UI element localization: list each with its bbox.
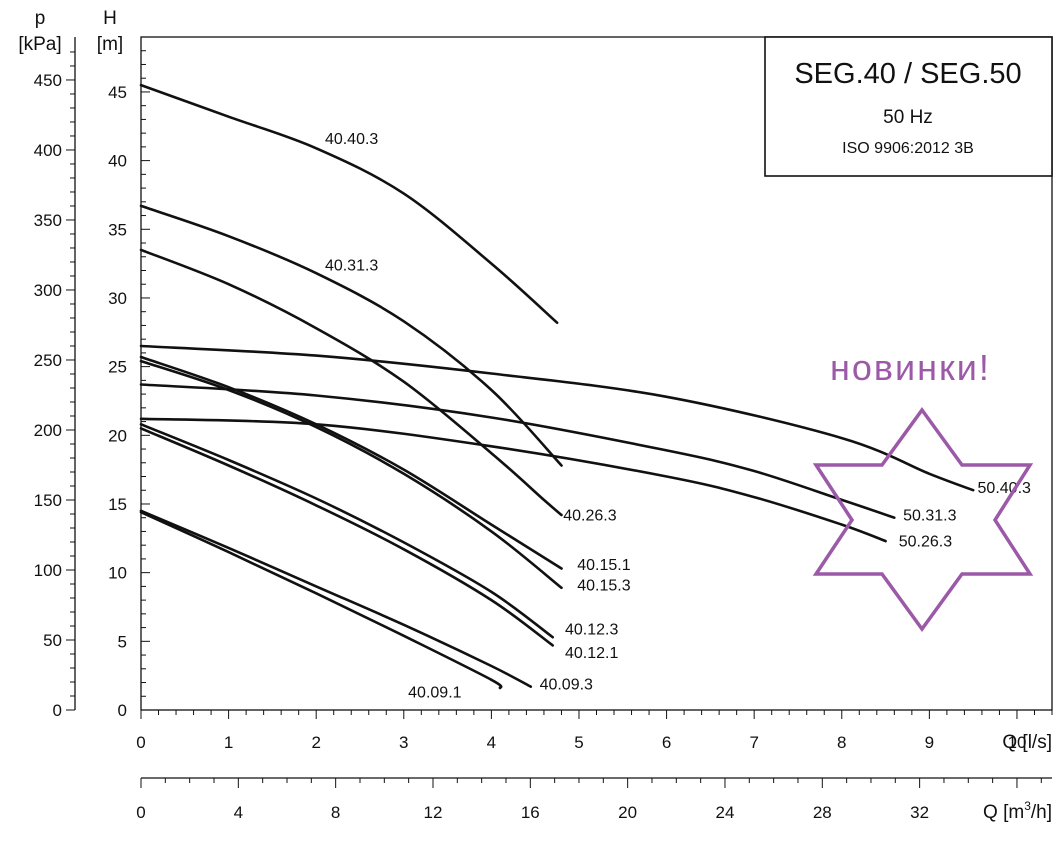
curve-50.26.3 — [139, 417, 887, 543]
curve-label-50.40.3: 50.40.3 — [978, 480, 1031, 497]
curve-label-40.31.3: 40.31.3 — [325, 257, 378, 274]
new-items-label: новинки! — [830, 347, 991, 388]
star-icon — [812, 407, 1034, 632]
flow-ls-tick-label: 7 — [749, 733, 758, 752]
curve-40.26.3 — [139, 248, 563, 517]
new-items-badge: новинки! — [812, 347, 1034, 632]
pressure-tick-label: 400 — [34, 141, 62, 160]
axis-ticks: 0510152025303540450501001502002503003504… — [34, 50, 1053, 822]
flow-ls-tick-label: 4 — [487, 733, 496, 752]
curve-label-50.31.3: 50.31.3 — [903, 507, 956, 524]
pressure-axis-symbol: p — [35, 8, 46, 29]
flow-ls-tick-label: 1 — [224, 733, 233, 752]
head-tick-label: 15 — [108, 495, 127, 514]
curve-40.40.3 — [139, 83, 559, 324]
flow-m3h-tick-label: 12 — [424, 803, 443, 822]
flow-m3h-tick-label: 16 — [521, 803, 540, 822]
head-tick-label: 45 — [108, 83, 127, 102]
flow-m3h-tick-label: 8 — [331, 803, 340, 822]
curve-40.09.1 — [139, 510, 503, 690]
flow-ls-tick-label: 2 — [311, 733, 320, 752]
flow-ls-tick-label: 8 — [837, 733, 846, 752]
curve-label-50.26.3: 50.26.3 — [899, 534, 952, 551]
curve-label-40.26.3: 40.26.3 — [563, 507, 616, 524]
head-tick-label: 10 — [108, 564, 127, 583]
title-box: SEG.40 / SEG.50 50 Hz ISO 9906:2012 3B — [764, 36, 1053, 177]
pressure-tick-label: 300 — [34, 281, 62, 300]
head-tick-label: 40 — [108, 152, 127, 171]
curve-40.15.3 — [139, 359, 563, 590]
flow-ls-tick-label: 0 — [136, 733, 145, 752]
flow-ls-axis-label: Q [l/s] — [1002, 732, 1052, 753]
curve-label-40.12.1: 40.12.1 — [565, 645, 618, 662]
curve-40.12.3 — [139, 423, 554, 639]
head-tick-label: 35 — [108, 220, 127, 239]
curve-40.31.3 — [139, 204, 563, 467]
curve-40.09.3 — [139, 509, 533, 688]
flow-m3h-tick-label: 28 — [813, 803, 832, 822]
curve-label-40.09.1: 40.09.1 — [408, 685, 461, 702]
pressure-tick-label: 0 — [53, 701, 62, 720]
curve-label-40.15.1: 40.15.1 — [577, 557, 630, 574]
curve-40.12.1 — [139, 427, 554, 647]
curve-label-40.40.3: 40.40.3 — [325, 131, 378, 148]
flow-m3h-tick-label: 32 — [910, 803, 929, 822]
flow-m3h-tick-label: 24 — [716, 803, 735, 822]
flow-m3h-tick-label: 4 — [234, 803, 243, 822]
flow-ls-tick-label: 9 — [925, 733, 934, 752]
flow-ls-tick-label: 5 — [574, 733, 583, 752]
pressure-tick-label: 350 — [34, 211, 62, 230]
pressure-tick-label: 100 — [34, 561, 62, 580]
curve-40.15.1 — [139, 355, 563, 570]
head-tick-label: 5 — [118, 632, 127, 651]
curve-label-40.09.3: 40.09.3 — [540, 676, 593, 693]
head-axis-symbol: H — [103, 8, 117, 29]
curve-label-40.15.3: 40.15.3 — [577, 578, 630, 595]
pump-curves: 40.40.3 40.31.3 40.26.3 40.15.1 40.15.3 40.12… — [139, 83, 1031, 702]
chart-title: SEG.40 / SEG.50 — [794, 58, 1021, 90]
pressure-tick-label: 200 — [34, 421, 62, 440]
head-tick-label: 0 — [118, 701, 127, 720]
flow-ls-tick-label: 10 — [1008, 733, 1027, 752]
flow-ls-tick-label: 3 — [399, 733, 408, 752]
flow-m3h-tick-label: 0 — [136, 803, 145, 822]
head-axis-unit: [m] — [97, 34, 123, 55]
flow-m3h-tick-label: 20 — [618, 803, 637, 822]
pressure-tick-label: 150 — [34, 491, 62, 510]
head-tick-label: 30 — [108, 289, 127, 308]
pressure-tick-label: 50 — [43, 631, 62, 650]
flow-ls-tick-label: 6 — [662, 733, 671, 752]
curve-50.40.3 — [139, 344, 975, 492]
head-tick-label: 25 — [108, 358, 127, 377]
pressure-axis-unit: [kPa] — [18, 34, 61, 55]
curve-label-40.12.3: 40.12.3 — [565, 621, 618, 638]
title-box-frame — [764, 36, 1053, 177]
chart-frequency: 50 Hz — [883, 107, 933, 128]
pressure-tick-label: 450 — [34, 71, 62, 90]
flow-m3h-axis-label: Q [m3/h] — [983, 799, 1052, 823]
chart-standard: ISO 9906:2012 3B — [842, 140, 974, 157]
pressure-tick-label: 250 — [34, 351, 62, 370]
head-tick-label: 20 — [108, 426, 127, 445]
curve-50.31.3 — [139, 383, 896, 519]
